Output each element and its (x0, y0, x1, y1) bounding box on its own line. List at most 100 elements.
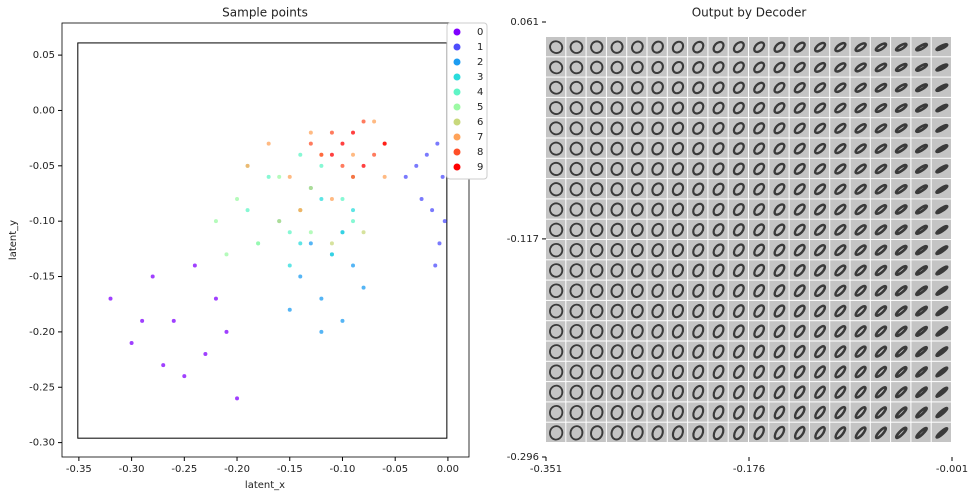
decoded-image (809, 37, 830, 57)
digit-stroke (610, 303, 624, 319)
digit-stroke (753, 142, 766, 155)
decoded-image (769, 97, 789, 118)
digit-stroke (590, 263, 604, 278)
digit-stroke (630, 141, 644, 156)
point (308, 185, 313, 190)
y-tick-label: -0.15 (29, 272, 55, 283)
legend-marker (453, 58, 461, 66)
point (266, 174, 271, 179)
digit-stroke (712, 364, 725, 380)
decoded-image (769, 240, 789, 260)
decoded-image (789, 199, 809, 219)
point (319, 296, 324, 301)
digit-stroke (854, 385, 867, 399)
decoded-image (809, 179, 830, 199)
digit-stroke (610, 162, 624, 176)
digit-stroke (854, 224, 867, 236)
digit-stroke (610, 222, 624, 237)
y-tick-label: -0.25 (29, 382, 55, 393)
digit-stroke (753, 385, 765, 400)
digit-stroke (915, 345, 929, 358)
digit-stroke (813, 223, 827, 236)
decoded-image (870, 158, 891, 179)
point (287, 263, 292, 268)
digit-stroke (894, 163, 908, 175)
digit-stroke (874, 163, 888, 175)
digit-stroke (814, 365, 826, 379)
digit-stroke (590, 60, 604, 75)
decoded-image (769, 219, 789, 239)
legend-marker (453, 118, 461, 126)
legend-label: 9 (477, 162, 483, 173)
digit-stroke (813, 122, 827, 135)
digit-stroke (610, 243, 624, 258)
decoded-image (708, 57, 728, 77)
decoded-image (789, 57, 809, 77)
digit-stroke (692, 81, 705, 95)
decoded-image (789, 138, 809, 158)
digit-stroke (935, 224, 949, 235)
decoded-image (708, 77, 728, 97)
digit-stroke (590, 303, 604, 319)
digit-stroke (915, 164, 929, 174)
point (319, 152, 324, 157)
decoded-image (789, 402, 809, 422)
digit-stroke (874, 224, 888, 236)
legend-label: 1 (477, 42, 483, 53)
digit-stroke (651, 263, 664, 278)
digit-stroke (590, 80, 604, 95)
digit-stroke (630, 222, 644, 237)
digit-stroke (712, 283, 725, 298)
digit-stroke (854, 244, 867, 256)
digit-stroke (569, 141, 584, 156)
digit-stroke (732, 364, 745, 380)
point (329, 252, 334, 257)
digit-stroke (793, 405, 806, 420)
decoded-image (769, 138, 789, 158)
digit-stroke (630, 101, 644, 115)
digit-stroke (569, 364, 584, 380)
point (287, 174, 292, 179)
digit-stroke (773, 183, 786, 196)
digit-stroke (712, 344, 725, 359)
digit-stroke (610, 202, 624, 217)
digit-stroke (834, 244, 847, 257)
digit-stroke (793, 122, 806, 135)
decoded-image (749, 219, 769, 239)
digit-stroke (874, 143, 888, 154)
digit-stroke (874, 345, 888, 358)
digit-stroke (732, 81, 745, 94)
decoded-image (850, 382, 870, 402)
decoded-image (749, 118, 769, 138)
digit-stroke (569, 384, 584, 400)
digit-stroke (651, 324, 664, 339)
digit-stroke (894, 224, 908, 236)
digit-stroke (834, 325, 847, 338)
digit-stroke (753, 243, 766, 257)
digit-stroke (692, 61, 705, 74)
decoded-image (850, 179, 870, 199)
digit-stroke (834, 102, 847, 114)
digit-stroke (651, 182, 664, 197)
digit-stroke (874, 264, 888, 277)
digit-stroke (854, 304, 867, 318)
decoded-image (850, 158, 870, 179)
digit-stroke (692, 202, 705, 217)
digit-stroke (773, 304, 786, 318)
digit-stroke (692, 182, 705, 196)
point (298, 152, 303, 157)
digit-stroke (671, 243, 685, 258)
x-tick-label: -0.30 (119, 464, 145, 475)
digit-stroke (773, 243, 786, 257)
digit-stroke (915, 325, 929, 337)
decoded-image (809, 57, 830, 77)
decoded-image (870, 341, 891, 361)
y-tick-label: -0.05 (29, 161, 55, 172)
decoded-image (647, 37, 667, 57)
point (329, 130, 334, 135)
digit-stroke (590, 425, 604, 441)
digit-stroke (894, 103, 908, 113)
point (329, 152, 334, 157)
digit-stroke (569, 101, 584, 115)
